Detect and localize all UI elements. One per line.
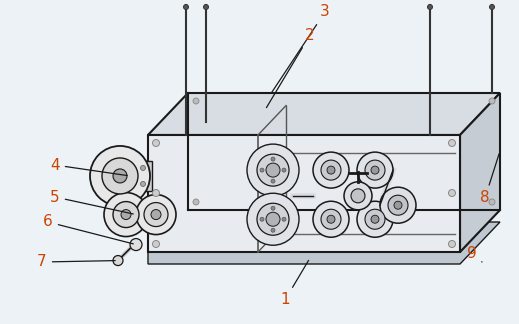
Circle shape (428, 5, 432, 9)
Text: 7: 7 (37, 254, 115, 270)
Polygon shape (148, 93, 500, 135)
Circle shape (282, 217, 286, 221)
Text: 6: 6 (43, 214, 133, 244)
Circle shape (153, 140, 159, 146)
Circle shape (271, 179, 275, 183)
Text: 9: 9 (467, 246, 482, 262)
Circle shape (121, 210, 131, 220)
Circle shape (489, 98, 495, 104)
Text: 2: 2 (266, 28, 315, 108)
Circle shape (113, 169, 127, 183)
Circle shape (271, 157, 275, 161)
Circle shape (193, 98, 199, 104)
Circle shape (489, 5, 495, 9)
Circle shape (365, 209, 385, 229)
Circle shape (260, 168, 264, 172)
Polygon shape (148, 135, 460, 252)
Circle shape (247, 144, 299, 196)
Circle shape (327, 166, 335, 174)
Circle shape (365, 160, 385, 180)
Circle shape (282, 168, 286, 172)
Text: 1: 1 (280, 260, 309, 307)
Circle shape (448, 240, 456, 248)
Circle shape (371, 215, 379, 223)
Circle shape (90, 146, 150, 206)
Circle shape (193, 199, 199, 205)
Circle shape (141, 181, 145, 186)
Circle shape (257, 203, 289, 235)
Circle shape (313, 152, 349, 188)
Circle shape (321, 160, 341, 180)
Text: 4: 4 (50, 157, 127, 176)
Circle shape (380, 187, 416, 223)
Circle shape (271, 206, 275, 210)
Circle shape (371, 166, 379, 174)
Circle shape (266, 212, 280, 226)
Circle shape (266, 163, 280, 177)
Circle shape (113, 256, 123, 266)
Circle shape (321, 209, 341, 229)
Text: 3: 3 (271, 5, 330, 93)
Polygon shape (460, 93, 500, 252)
FancyBboxPatch shape (134, 161, 152, 191)
Circle shape (489, 199, 495, 205)
Circle shape (257, 154, 289, 186)
Circle shape (260, 217, 264, 221)
Circle shape (141, 166, 145, 170)
Polygon shape (148, 210, 500, 264)
Circle shape (357, 201, 393, 237)
Circle shape (448, 190, 456, 196)
Circle shape (113, 202, 139, 227)
Circle shape (153, 190, 159, 196)
Text: 8: 8 (480, 154, 499, 205)
Circle shape (144, 202, 168, 226)
Circle shape (247, 193, 299, 245)
Circle shape (203, 5, 209, 9)
Circle shape (102, 158, 138, 194)
Circle shape (136, 194, 176, 235)
Circle shape (130, 238, 142, 250)
Text: 5: 5 (50, 190, 133, 214)
Circle shape (357, 152, 393, 188)
Circle shape (313, 201, 349, 237)
Circle shape (104, 192, 148, 237)
Circle shape (448, 140, 456, 146)
Circle shape (327, 215, 335, 223)
Circle shape (351, 189, 365, 203)
Circle shape (153, 240, 159, 248)
Circle shape (394, 201, 402, 209)
Circle shape (184, 5, 188, 9)
Circle shape (388, 195, 408, 215)
Circle shape (344, 182, 372, 210)
Circle shape (271, 228, 275, 232)
Circle shape (151, 210, 161, 220)
